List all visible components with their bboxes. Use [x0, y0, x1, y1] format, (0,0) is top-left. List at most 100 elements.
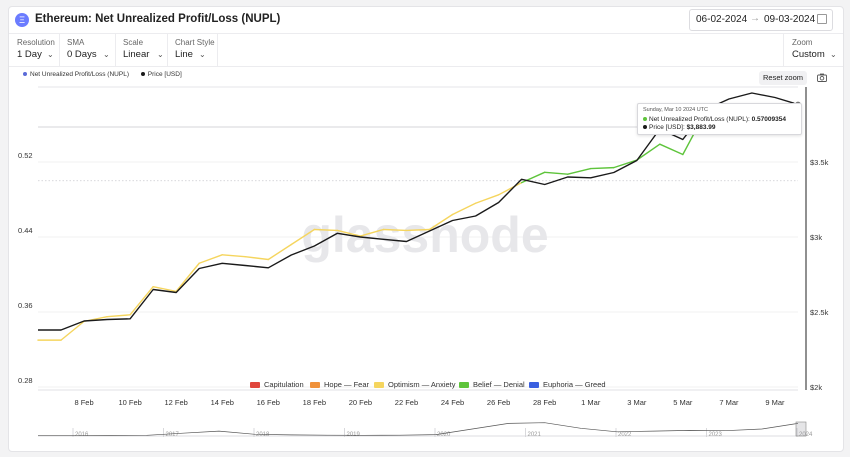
legend-item-nupl[interactable]: Net Unrealized Profit/Loss (NUPL): [23, 71, 129, 78]
chart-header: Ξ Ethereum: Net Unrealized Profit/Loss (…: [9, 7, 843, 33]
x-tick-label: 8 Feb: [74, 398, 93, 407]
nupl-line-segment: [428, 213, 454, 231]
zoom-dropdown[interactable]: Zoom Custom ⌄: [783, 34, 844, 66]
x-tick-label: 26 Feb: [487, 398, 510, 407]
chart-title: Ethereum: Net Unrealized Profit/Loss (NU…: [35, 13, 281, 25]
nupl-line-segment: [267, 243, 293, 261]
scale-label: Scale: [123, 38, 144, 47]
x-tick-label: 16 Feb: [257, 398, 280, 407]
navigator-sparkline: [38, 422, 799, 437]
camera-icon[interactable]: [817, 73, 827, 82]
zone-label: Optimism — Anxiety: [388, 380, 456, 389]
reset-zoom-button[interactable]: Reset zoom: [759, 71, 807, 85]
navigator-year-label: 2018: [256, 432, 270, 438]
zone-swatch: [529, 382, 539, 389]
y-right-tick-label: $3.5k: [810, 158, 829, 167]
sma-label: SMA: [67, 38, 85, 47]
zone-item-hope-fear[interactable]: Hope — Fear: [310, 380, 369, 389]
nupl-line-segment: [613, 159, 638, 169]
ethereum-icon: Ξ: [15, 13, 29, 27]
legend-label-nupl: Net Unrealized Profit/Loss (NUPL): [30, 71, 129, 78]
nupl-line-segment: [474, 194, 500, 204]
x-tick-label: 12 Feb: [165, 398, 188, 407]
y-left-tick-label: 0.52: [18, 151, 33, 160]
nupl-line-segment: [405, 228, 431, 232]
y-left-tick-label: 0.44: [18, 226, 33, 235]
legend-dot: [23, 72, 27, 77]
nupl-line-segment: [290, 228, 316, 246]
tooltip-row-nupl: Net Unrealized Profit/Loss (NUPL): 0.570…: [643, 116, 786, 123]
nupl-line-segment: [451, 202, 477, 216]
y-right-tick-label: $2k: [810, 383, 822, 392]
chevron-down-icon: ⌄: [157, 50, 164, 59]
arrow-right-icon: →: [750, 13, 760, 24]
scale-value: Linear: [123, 49, 150, 60]
zone-item-optimism-anxiety[interactable]: Optimism — Anxiety: [374, 380, 456, 389]
date-to-input[interactable]: 09-03-2024: [764, 14, 816, 25]
nupl-line-segment: [106, 314, 131, 318]
nupl-line-segment: [129, 285, 154, 316]
zone-item-euphoria-greed[interactable]: Euphoria — Greed: [529, 380, 606, 389]
legend-item-price[interactable]: Price [USD]: [140, 71, 182, 78]
zoom-label: Zoom: [792, 38, 813, 47]
zoom-value: Custom: [792, 49, 825, 60]
x-tick-label: 28 Feb: [533, 398, 556, 407]
x-tick-label: 24 Feb: [441, 398, 464, 407]
nupl-line-segment: [590, 166, 615, 170]
nupl-line-segment: [313, 228, 339, 232]
nupl-line-segment: [382, 228, 408, 232]
navigator-year-label: 2023: [709, 432, 723, 438]
date-from-input[interactable]: 06-02-2024: [696, 14, 748, 25]
chart-tooltip: Sunday, Mar 10 2024 UTC Net Unrealized P…: [637, 103, 802, 135]
chevron-down-icon: ⌄: [830, 50, 837, 59]
chart-style-dropdown[interactable]: Chart Style Line ⌄: [167, 34, 218, 66]
chevron-down-icon: ⌄: [199, 50, 206, 59]
navigator-year-label: 2022: [618, 432, 632, 438]
zone-swatch: [250, 382, 260, 389]
tooltip-row-price: Price [USD]: $3,883.99: [643, 124, 715, 131]
scale-dropdown[interactable]: Scale Linear ⌄: [115, 34, 168, 66]
zone-swatch: [459, 382, 469, 389]
zone-label: Euphoria — Greed: [543, 380, 606, 389]
tooltip-nupl-value: 0.57009354: [751, 116, 786, 123]
watermark: glassnode: [301, 207, 548, 263]
resolution-label: Resolution: [17, 38, 55, 47]
tooltip-date: Sunday, Mar 10 2024 UTC: [643, 107, 709, 113]
chevron-down-icon: ⌄: [47, 50, 54, 59]
x-tick-label: 9 Mar: [765, 398, 785, 407]
tooltip-price-value: $3,883.99: [686, 124, 716, 131]
x-tick-label: 14 Feb: [211, 398, 234, 407]
date-range-picker[interactable]: 06-02-2024 → 09-03-2024: [689, 9, 833, 31]
tooltip-dot: [643, 125, 647, 130]
chart-style-label: Chart Style: [175, 38, 215, 47]
nupl-line-segment: [244, 255, 270, 261]
resolution-value: 1 Day: [17, 49, 42, 60]
y-left-tick-label: 0.28: [18, 376, 33, 385]
series-legend: Net Unrealized Profit/Loss (NUPL) Price …: [23, 71, 192, 78]
nupl-line-segment: [566, 167, 592, 175]
chart-style-value: Line: [175, 49, 193, 60]
zone-label: Belief — Denial: [473, 380, 525, 389]
zone-label: Hope — Fear: [324, 380, 370, 389]
legend-dot: [140, 72, 145, 77]
navigator-year-label: 2020: [437, 432, 451, 438]
nupl-line-segment: [336, 229, 362, 237]
x-tick-label: 20 Feb: [349, 398, 372, 407]
legend-label-price: Price [USD]: [147, 71, 182, 78]
chart-controls: Resolution 1 Day ⌄ SMA 0 Days ⌄ Scale Li…: [9, 33, 843, 67]
nupl-line-segment: [543, 171, 569, 175]
tooltip-nupl-label: Net Unrealized Profit/Loss (NUPL):: [649, 116, 752, 123]
navigator-year-label: 2017: [166, 432, 180, 438]
zone-item-capitulation[interactable]: Capitulation: [250, 380, 304, 389]
x-tick-label: 10 Feb: [118, 398, 141, 407]
zone-label: Capitulation: [264, 380, 304, 389]
resolution-dropdown[interactable]: Resolution 1 Day ⌄: [9, 34, 60, 66]
x-tick-label: 7 Mar: [719, 398, 739, 407]
calendar-icon[interactable]: [817, 14, 827, 24]
x-tick-label: 1 Mar: [581, 398, 601, 407]
sma-dropdown[interactable]: SMA 0 Days ⌄: [59, 34, 116, 66]
zone-item-belief-denial[interactable]: Belief — Denial: [459, 380, 525, 389]
nupl-line-segment: [221, 254, 246, 258]
tooltip-price-label: Price [USD]:: [649, 124, 687, 131]
